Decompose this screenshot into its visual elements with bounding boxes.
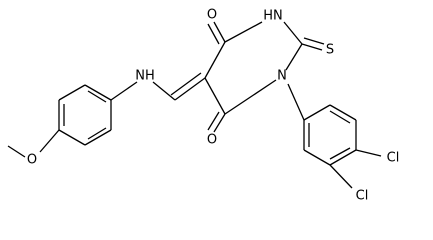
atom-label: N — [277, 69, 287, 84]
molecule-diagram: O HN S N O NH Cl Cl O — [7, 8, 399, 204]
bonds — [7, 21, 382, 189]
atom-label: O — [27, 153, 37, 168]
atom-label: Cl — [387, 151, 400, 166]
atom-label: S — [326, 43, 334, 58]
atom-label: O — [207, 133, 217, 148]
atom-label: NH — [135, 69, 155, 84]
atom-labels: O HN S N O NH Cl Cl O — [27, 8, 399, 204]
atom-label: O — [207, 8, 217, 23]
atom-label: HN — [263, 9, 283, 24]
atom-label: Cl — [356, 189, 369, 204]
